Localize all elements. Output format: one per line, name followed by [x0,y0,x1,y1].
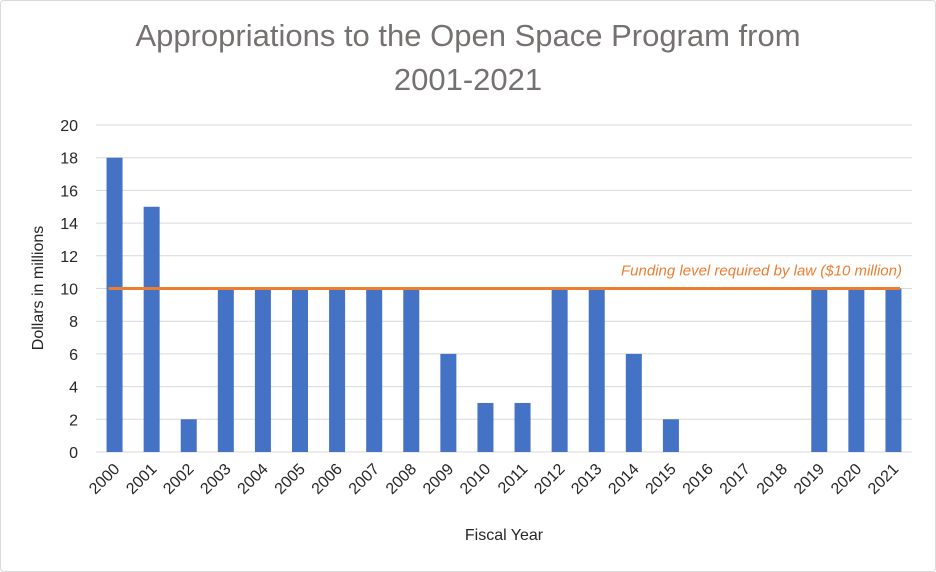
bar-2011 [514,402,531,452]
x-tick-label: 2014 [605,461,642,498]
x-tick-label: 2004 [235,461,272,498]
bar-2015 [662,419,679,452]
x-tick-label: 2021 [865,461,902,498]
x-tick-label: 2007 [346,461,383,498]
bar-2007 [366,288,383,452]
bar-2009 [440,353,457,452]
x-tick-label: 2001 [123,461,160,498]
bar-2008 [403,288,420,452]
bar-2003 [217,288,234,452]
bar-2001 [143,206,160,452]
bar-2020 [848,288,865,452]
y-axis-label: Dollars in millions [30,226,47,350]
x-tick-labels: 2000 2001 2002 2003 2004 2005 2006 2007 2008 2009… [86,461,902,498]
y-tick-label: 20 [60,118,78,135]
x-tick-label: 2010 [457,461,494,498]
y-tick-label: 14 [60,216,78,233]
bar-2006 [329,288,346,452]
reference-line-label: Funding level required by law ($10 milli… [621,263,902,280]
bar-2000 [106,157,123,452]
y-tick-label: 10 [60,282,78,299]
x-tick-label: 2006 [309,461,346,498]
y-tick-label: 18 [60,151,78,168]
bar-2013 [588,288,605,452]
x-tick-label: 2019 [791,461,828,498]
y-tick-label: 8 [69,314,78,331]
reference-line-group: Funding level required by law ($10 milli… [108,263,902,290]
bar-2004 [254,288,271,452]
y-tick-label: 0 [69,445,78,462]
x-tick-label: 2002 [160,461,197,498]
y-tick-labels: 0 2 4 6 8 10 12 14 16 18 20 [60,118,78,462]
bar-2005 [292,288,308,452]
x-tick-label: 2008 [383,461,420,498]
x-tick-label: 2016 [680,461,717,498]
chart-title-line-1: Appropriations to the Open Space Program… [135,18,801,53]
y-tick-label: 16 [60,183,78,200]
x-tick-label: 2018 [754,461,791,498]
x-tick-label: 2020 [828,461,865,498]
x-tick-label: 2015 [643,461,680,498]
y-tick-label: 12 [60,249,78,266]
x-tick-label: 2009 [420,461,457,498]
y-tick-label: 2 [69,412,78,429]
bar-2012 [551,288,568,452]
x-tick-label: 2012 [531,461,568,498]
bar-2021 [885,288,902,452]
bar-2019 [811,288,828,452]
x-axis-label: Fiscal Year [465,527,544,544]
bar-2002 [180,419,197,452]
x-tick-label: 2000 [86,461,123,498]
bars [106,157,902,452]
x-tick-label: 2013 [568,461,605,498]
y-tick-label: 6 [69,347,78,364]
bar-2010 [477,402,494,452]
y-tick-label: 4 [69,380,78,397]
x-tick-label: 2003 [197,461,234,498]
x-tick-label: 2011 [495,461,531,497]
x-tick-label: 2017 [717,461,754,498]
x-tick-label: 2005 [272,461,309,498]
chart-title: Appropriations to the Open Space Program… [0,14,936,102]
bar-2014 [625,353,642,452]
chart-title-line-2: 2001-2021 [393,62,543,97]
